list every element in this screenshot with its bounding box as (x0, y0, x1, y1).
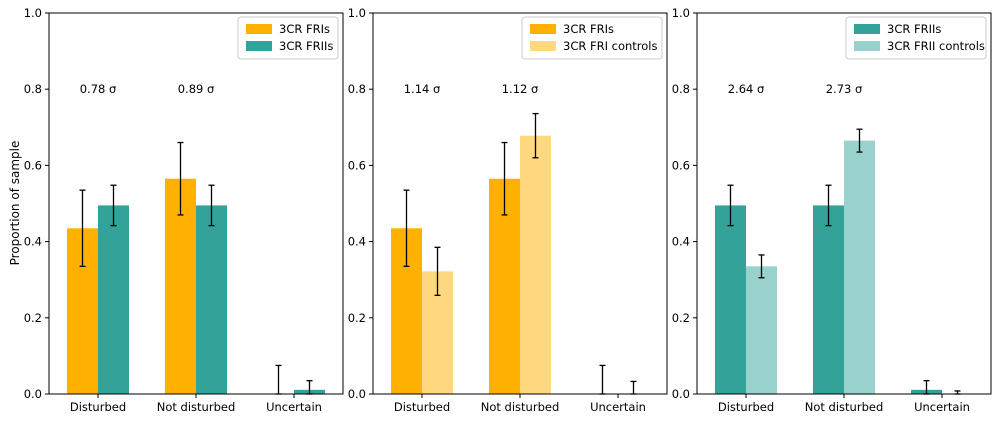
y-tick-label: 0.4 (672, 235, 690, 249)
legend-label: 3CR FRIs (279, 22, 330, 36)
bar (813, 205, 844, 394)
y-tick-label: 0.2 (24, 311, 42, 325)
y-tick-label: 0.8 (24, 82, 42, 96)
legend-label: 3CR FRI controls (563, 39, 658, 53)
sigma-annotation: 1.14 σ (404, 82, 441, 96)
bar (520, 135, 551, 394)
legend-label: 3CR FRIs (563, 22, 614, 36)
y-tick-label: 0.6 (672, 158, 690, 172)
error-bar (727, 184, 734, 227)
error-bar (403, 189, 410, 268)
legend-label: 3CR FRIIs (887, 22, 941, 36)
sigma-annotation: 2.73 σ (826, 82, 863, 96)
y-tick-label: 0.0 (672, 387, 690, 401)
y-tick-label: 0.8 (348, 82, 366, 96)
legend: 3CR FRIIs 3CR FRII controls (845, 16, 987, 60)
legend-swatch (854, 24, 880, 34)
y-tick-label: 0.2 (348, 311, 366, 325)
error-bar (110, 184, 117, 227)
error-bar (825, 184, 832, 227)
error-bar (630, 380, 637, 395)
bar (844, 140, 875, 394)
bar (715, 205, 746, 394)
error-bar (856, 128, 863, 153)
error-bar (501, 141, 508, 216)
error-bar (208, 184, 215, 227)
y-tick-label: 1.0 (348, 6, 366, 20)
legend: 3CR FRIs 3CR FRI controls (521, 16, 663, 60)
legend-swatch (530, 24, 556, 34)
bar (196, 205, 227, 394)
y-tick-label: 0.2 (672, 311, 690, 325)
legend-label: 3CR FRIIs (279, 39, 333, 53)
error-bar (79, 189, 86, 268)
sigma-annotation: 0.89 σ (178, 82, 215, 96)
error-bar (275, 364, 282, 395)
y-tick-label: 0.4 (24, 235, 42, 249)
x-tick-label: Not disturbed (157, 400, 236, 414)
legend: 3CR FRIs 3CR FRIIs (237, 16, 339, 60)
error-bar (532, 112, 539, 159)
legend-label: 3CR FRII controls (887, 39, 985, 53)
y-tick-label: 1.0 (672, 6, 690, 20)
sigma-annotation: 0.78 σ (80, 82, 117, 96)
sigma-annotation: 1.12 σ (502, 82, 539, 96)
legend-box (521, 16, 663, 60)
y-tick-label: 0.0 (24, 387, 42, 401)
error-bar (758, 254, 765, 279)
chart-panel-1: 0.78 σ 0.89 σ 0.0 0.2 0.4 0.6 0.8 1.0 Disturbed N… (24, 6, 344, 414)
bar (746, 266, 777, 394)
sigma-annotation: 2.64 σ (728, 82, 765, 96)
y-tick-label: 0.8 (672, 82, 690, 96)
bar (98, 205, 129, 394)
y-axis-label: Proportion of sample (8, 141, 22, 266)
x-tick-label: Not disturbed (481, 400, 560, 414)
error-bar (434, 246, 441, 296)
x-tick-label: Uncertain (914, 400, 970, 414)
chart-panel-2: 1.14 σ 1.12 σ 0.0 0.2 0.4 0.6 0.8 1.0 Disturbed N… (348, 6, 668, 414)
y-tick-label: 1.0 (24, 6, 42, 20)
y-tick-label: 0.0 (348, 387, 366, 401)
x-tick-label: Uncertain (590, 400, 646, 414)
legend-swatch (854, 41, 880, 51)
legend-swatch (246, 24, 272, 34)
y-tick-label: 0.4 (348, 235, 366, 249)
x-tick-label: Disturbed (70, 400, 126, 414)
error-bar (599, 364, 606, 395)
x-tick-label: Disturbed (718, 400, 774, 414)
legend-swatch (530, 41, 556, 51)
x-tick-label: Uncertain (266, 400, 322, 414)
error-bar (177, 141, 184, 216)
x-tick-label: Disturbed (394, 400, 450, 414)
y-tick-label: 0.6 (348, 158, 366, 172)
y-tick-label: 0.6 (24, 158, 42, 172)
legend-box (845, 16, 987, 60)
x-tick-label: Not disturbed (805, 400, 884, 414)
chart-panel-3: 2.64 σ 2.73 σ 0.0 0.2 0.4 0.6 0.8 1.0 Disturbed N… (672, 6, 992, 414)
legend-swatch (246, 41, 272, 51)
